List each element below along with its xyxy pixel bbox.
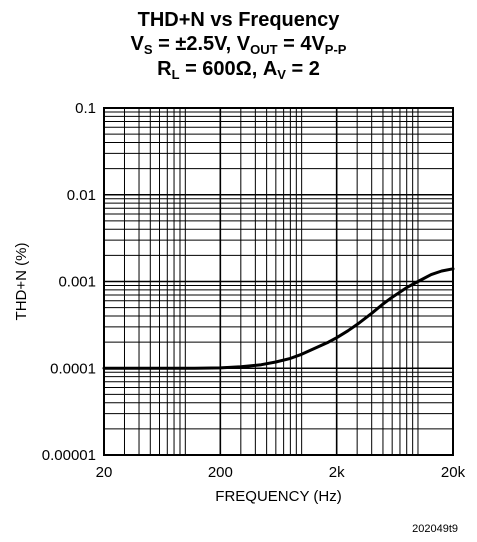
chart-title-line1: THD+N vs Frequency bbox=[137, 9, 340, 31]
y-axis-label: THD+N (%) bbox=[13, 243, 30, 321]
y-tick-label: 0.0001 bbox=[50, 360, 96, 377]
plot-frame bbox=[103, 107, 454, 456]
y-tick-label: 0.001 bbox=[58, 274, 96, 291]
x-axis-label: FREQUENCY (Hz) bbox=[215, 488, 341, 505]
chart-title-line2: VS = ±2.5V, VOUT = 4VP-P bbox=[130, 33, 347, 57]
y-tick-labels: 0.00001 0.0001 0.001 0.01 0.1 bbox=[42, 100, 96, 464]
series-line-thdn bbox=[102, 267, 455, 370]
y-tick-label: 0.1 bbox=[75, 100, 96, 117]
chart-title-line3: RL = 600Ω, AV = 2 bbox=[157, 58, 320, 82]
x-tick-labels: 20 200 2k 20k bbox=[96, 464, 466, 481]
x-tick-label: 2k bbox=[329, 464, 345, 481]
x-tick-label: 200 bbox=[208, 464, 233, 481]
x-tick-label: 20 bbox=[96, 464, 113, 481]
y-tick-label: 0.01 bbox=[67, 187, 96, 204]
y-tick-label: 0.00001 bbox=[42, 447, 96, 464]
x-tick-label: 20k bbox=[441, 464, 466, 481]
figure-code: 202049t9 bbox=[412, 523, 458, 535]
